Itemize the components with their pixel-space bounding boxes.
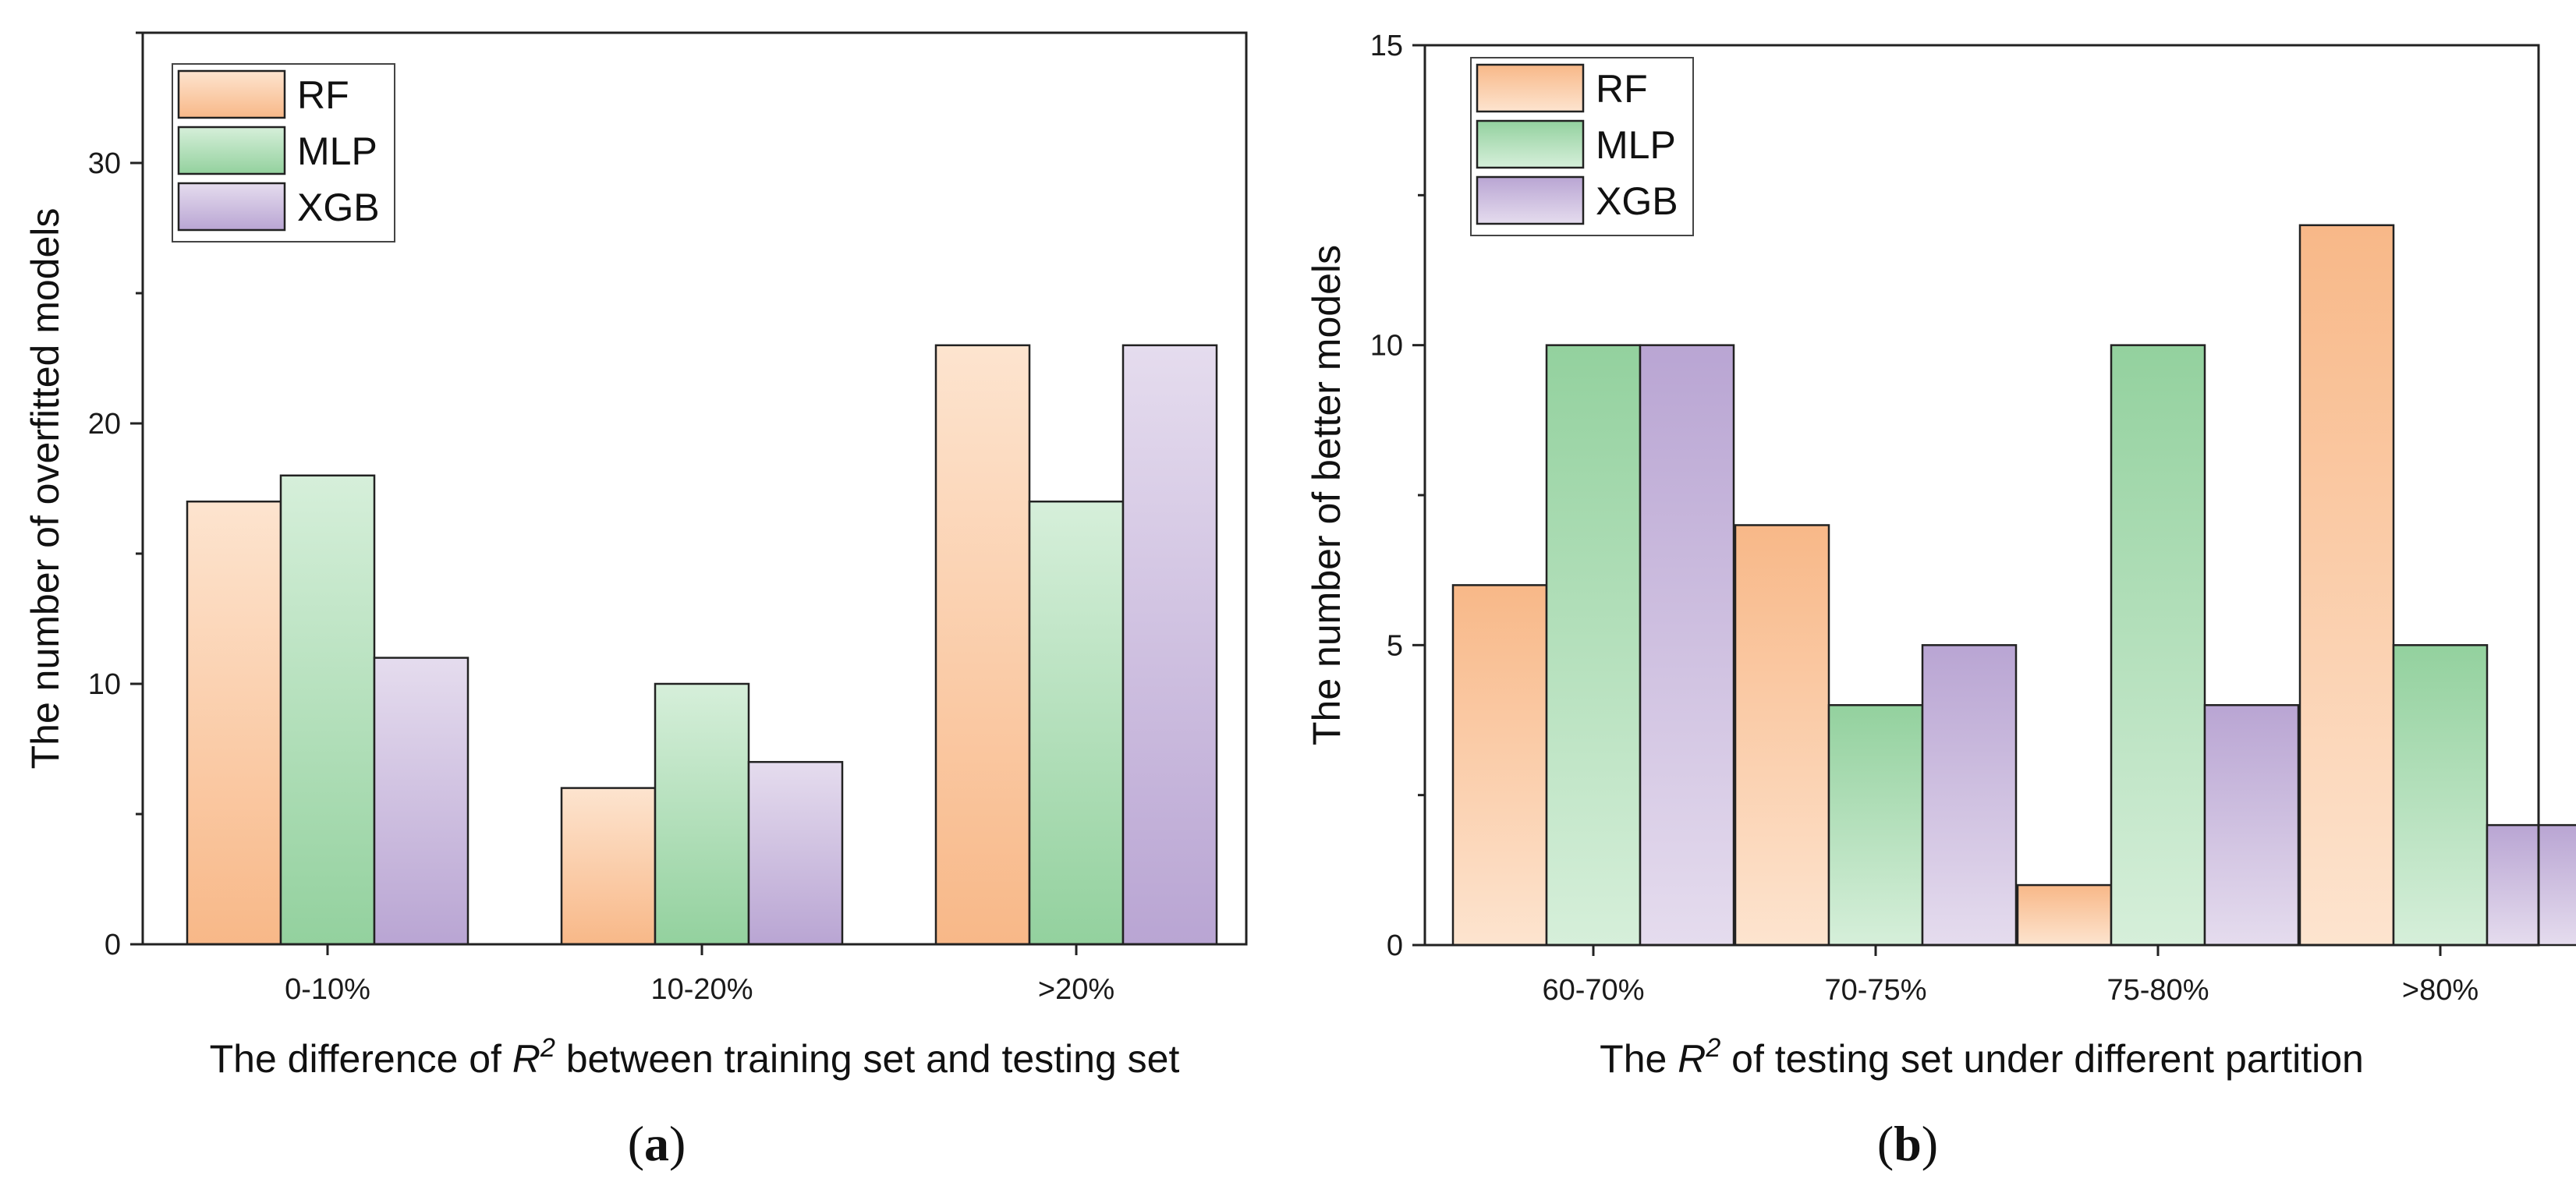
panel-b-bar-xgb-80	[2486, 823, 2576, 947]
panel-b-x-tick-label: 60-70%	[1543, 974, 1645, 1007]
panel-b-legend-swatch-xgb	[1476, 175, 1585, 225]
panel-b-x-tick-label: >80%	[2402, 974, 2479, 1007]
panel-a-bar-xgb-10-20	[747, 760, 844, 946]
panel-a-x-axis-title: The difference of R2 between training se…	[210, 1033, 1180, 1081]
panel-b-bar-xgb-70-75	[1921, 644, 2018, 947]
panel-a-bar-rf-20	[934, 344, 1031, 946]
panel-a-legend-label-xgb: XGB	[297, 186, 380, 229]
panel-a-legend-swatch-rf	[177, 69, 286, 119]
panel-b-y-tick-label: 10	[1370, 330, 1403, 363]
panel-a-legend-swatch-xgb	[177, 182, 286, 232]
panel-a-x-tick-label: 0-10%	[285, 973, 370, 1006]
panel-a-y-tick-label: 30	[88, 147, 121, 180]
panel-b-legend-swatch-rf	[1476, 63, 1585, 113]
panel-b-y-tick-label: 15	[1370, 30, 1403, 62]
panel-a-bar-mlp-10-20	[654, 682, 750, 946]
panel-a-x-tick-label: 10-20%	[651, 973, 753, 1006]
panel-b-legend-label-xgb: XGB	[1596, 179, 1678, 223]
panel-b-y-tick-label: 0	[1387, 929, 1403, 962]
panel-a-legend-swatch-mlp	[177, 126, 286, 175]
panel-a-bar-mlp-20	[1028, 500, 1125, 946]
panel-a-bar-xgb-20	[1121, 344, 1218, 946]
panel-b-x-axis-title: The R2 of testing set under different pa…	[1600, 1033, 2364, 1081]
panel-b-bar-xgb-75-80	[2203, 704, 2300, 947]
panel-a-bar-rf-10-20	[560, 787, 657, 946]
panel-b-y-axis-title: The number of better models	[1305, 245, 1348, 745]
panel-b-legend-label-rf: RF	[1596, 67, 1648, 111]
panel-a-bar-rf-0-10	[186, 500, 282, 946]
panel-b-legend-label-mlp: MLP	[1596, 123, 1676, 167]
panel-a-bar-xgb-0-10	[373, 657, 469, 946]
panel-b-x-tick-label: 75-80%	[2107, 974, 2209, 1007]
panel-b-bar-mlp-75-80	[2110, 344, 2206, 947]
panel-a-y-tick-label: 10	[88, 668, 121, 701]
panel-a-legend-label-rf: RF	[297, 73, 349, 117]
panel-b-panel-label: (b)	[1877, 1116, 1938, 1171]
chart-panel-a: 0-10% 10-20% >20% 0 10 20 30 The number of over…	[23, 31, 1248, 1171]
panel-a-y-axis-title: The number of overfitted models	[23, 208, 67, 770]
panel-b-x-tick-label: 70-75%	[1825, 974, 1927, 1007]
panel-b-bar-rf-60-70	[1451, 584, 1548, 947]
panel-a-legend-label-mlp: MLP	[297, 129, 377, 173]
panel-b-bar-rf-75-80	[2016, 883, 2113, 947]
panel-b-bar-mlp-60-70	[1545, 344, 1642, 947]
panel-b-bar-mlp-70-75	[1827, 704, 1924, 947]
panel-b-bar-rf-70-75	[1734, 524, 1830, 947]
panel-b-bar-xgb-60-70	[1639, 344, 1735, 947]
panel-b-bar-mlp-80	[2392, 644, 2489, 947]
panel-b-bar-rf-80	[2298, 224, 2395, 947]
panel-b-legend-swatch-mlp	[1476, 119, 1585, 169]
panel-a-panel-label: (a)	[628, 1116, 686, 1171]
panel-a-plot-frame	[141, 31, 1248, 946]
panel-b-y-tick-label: 5	[1387, 629, 1403, 662]
chart-panel-b: 60-70% 70-75% 75-80% >80% 0 5 10 15 The number o…	[1305, 30, 2576, 1171]
panel-a-bar-mlp-0-10	[279, 474, 376, 946]
panel-a-y-tick-label: 20	[88, 408, 121, 441]
panel-a-y-tick-label: 0	[105, 929, 121, 961]
panel-a-x-tick-label: >20%	[1038, 973, 1114, 1006]
